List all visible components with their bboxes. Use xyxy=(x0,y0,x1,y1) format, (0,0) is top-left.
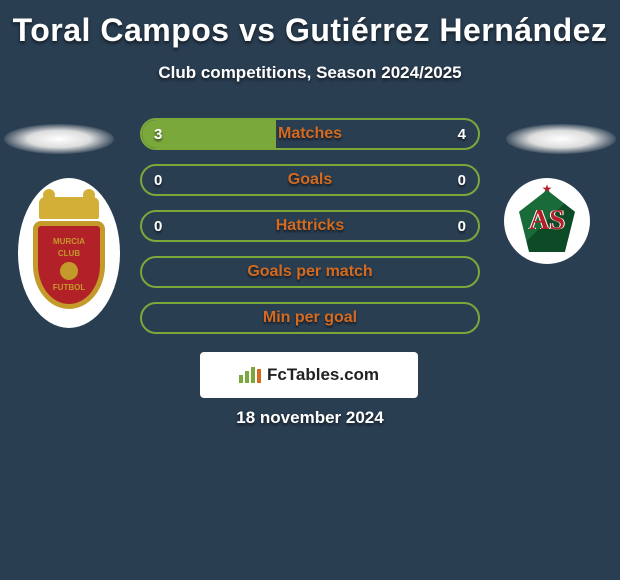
brand-logo: FcTables.com xyxy=(200,352,418,398)
stat-value-right: 0 xyxy=(458,172,466,189)
stat-value-left: 3 xyxy=(154,126,162,143)
shield-text-3: FUTBOL xyxy=(53,284,85,292)
stat-label: Hattricks xyxy=(276,217,344,235)
stat-label: Goals per match xyxy=(247,263,372,281)
stat-label: Goals xyxy=(288,171,332,189)
team-left-crest: MURCIA CLUB FUTBOL xyxy=(18,178,120,328)
stat-row: 3 Matches 4 xyxy=(140,118,480,150)
shield-text-2: CLUB xyxy=(58,250,80,258)
stat-row: 0 Hattricks 0 xyxy=(140,210,480,242)
shield-icon: MURCIA CLUB FUTBOL xyxy=(33,221,105,309)
stat-label: Matches xyxy=(278,125,342,143)
stat-label: Min per goal xyxy=(263,309,357,327)
stat-row: 0 Goals 0 xyxy=(140,164,480,196)
team-right-monogram: AS xyxy=(529,205,565,237)
stat-value-left: 0 xyxy=(154,218,162,235)
spotlight-right xyxy=(506,124,616,154)
comparison-title: Toral Campos vs Gutiérrez Hernández xyxy=(0,0,620,49)
stat-value-left: 0 xyxy=(154,172,162,189)
team-right-crest: ★ AS xyxy=(504,178,590,264)
stats-container: 3 Matches 4 0 Goals 0 0 Hattricks 0 Goals per mat… xyxy=(140,118,480,348)
stat-value-right: 0 xyxy=(458,218,466,235)
snapshot-date: 18 november 2024 xyxy=(0,408,620,428)
stat-value-right: 4 xyxy=(458,126,466,143)
bars-icon xyxy=(239,367,261,383)
spotlight-left xyxy=(4,124,114,154)
team-left-badge: MURCIA CLUB FUTBOL xyxy=(18,178,120,328)
ball-icon xyxy=(60,262,78,280)
comparison-subtitle: Club competitions, Season 2024/2025 xyxy=(0,63,620,83)
brand-text: FcTables.com xyxy=(267,365,379,385)
team-right-badge: ★ AS xyxy=(504,178,590,264)
shield-text-1: MURCIA xyxy=(53,238,85,246)
crown-icon xyxy=(39,197,99,219)
stat-row: Min per goal xyxy=(140,302,480,334)
stat-row: Goals per match xyxy=(140,256,480,288)
